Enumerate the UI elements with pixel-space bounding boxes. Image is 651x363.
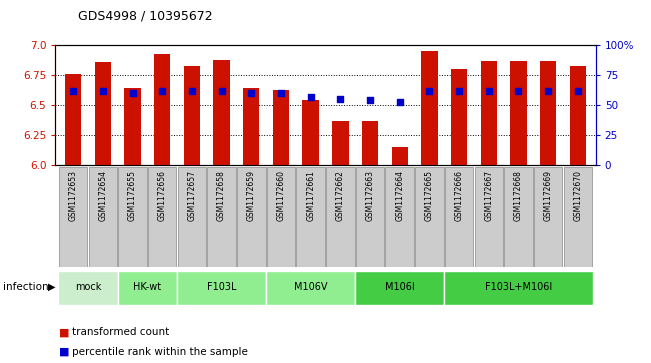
- Point: [128, 90, 138, 96]
- Point: [335, 96, 346, 102]
- Bar: [207, 167, 236, 267]
- Text: ▶: ▶: [48, 282, 55, 292]
- Text: transformed count: transformed count: [72, 327, 169, 337]
- Bar: [415, 167, 444, 267]
- Bar: [570, 66, 586, 165]
- Bar: [326, 167, 355, 267]
- Bar: [510, 61, 527, 165]
- Bar: [237, 167, 266, 267]
- Bar: [475, 167, 503, 267]
- Bar: [118, 167, 146, 267]
- Bar: [362, 121, 378, 165]
- Point: [454, 88, 464, 94]
- Text: GSM1172669: GSM1172669: [544, 170, 553, 221]
- Bar: [385, 167, 414, 267]
- Bar: [89, 167, 117, 267]
- Text: GSM1172660: GSM1172660: [277, 170, 286, 221]
- Bar: [184, 66, 200, 165]
- Bar: [303, 101, 319, 165]
- Text: GSM1172662: GSM1172662: [336, 170, 345, 221]
- Bar: [540, 61, 557, 165]
- Bar: [214, 60, 230, 165]
- Bar: [267, 167, 295, 267]
- Text: M106I: M106I: [385, 282, 415, 292]
- Point: [98, 88, 108, 94]
- Bar: [391, 147, 408, 165]
- Text: GSM1172656: GSM1172656: [158, 170, 167, 221]
- Bar: [356, 167, 384, 267]
- Bar: [178, 167, 206, 267]
- Text: GSM1172658: GSM1172658: [217, 170, 226, 221]
- Point: [276, 90, 286, 96]
- Text: GSM1172654: GSM1172654: [98, 170, 107, 221]
- Bar: [65, 74, 81, 165]
- Text: GSM1172653: GSM1172653: [68, 170, 77, 221]
- Point: [573, 88, 583, 94]
- Text: HK-wt: HK-wt: [133, 282, 161, 292]
- Bar: [505, 167, 533, 267]
- Text: percentile rank within the sample: percentile rank within the sample: [72, 347, 247, 357]
- Bar: [124, 89, 141, 165]
- Text: F103L+M106I: F103L+M106I: [485, 282, 552, 292]
- Point: [513, 88, 523, 94]
- Point: [305, 94, 316, 100]
- Bar: [148, 167, 176, 267]
- Bar: [154, 54, 171, 165]
- Bar: [564, 167, 592, 267]
- Text: GSM1172665: GSM1172665: [425, 170, 434, 221]
- Text: GSM1172659: GSM1172659: [247, 170, 256, 221]
- Text: F103L: F103L: [207, 282, 236, 292]
- Bar: [59, 167, 87, 267]
- Point: [216, 88, 227, 94]
- Text: GSM1172668: GSM1172668: [514, 170, 523, 221]
- Text: GSM1172655: GSM1172655: [128, 170, 137, 221]
- Bar: [243, 89, 260, 165]
- Point: [68, 88, 78, 94]
- Bar: [480, 61, 497, 165]
- Bar: [296, 167, 325, 267]
- Text: M106V: M106V: [294, 282, 327, 292]
- Point: [187, 88, 197, 94]
- Bar: [421, 51, 437, 165]
- Bar: [451, 69, 467, 165]
- Bar: [59, 270, 118, 305]
- Text: GSM1172664: GSM1172664: [395, 170, 404, 221]
- Point: [424, 88, 435, 94]
- Text: infection: infection: [3, 282, 49, 292]
- Text: ■: ■: [59, 327, 69, 337]
- Text: GDS4998 / 10395672: GDS4998 / 10395672: [78, 9, 213, 22]
- Point: [157, 88, 167, 94]
- Bar: [332, 121, 348, 165]
- Text: ■: ■: [59, 347, 69, 357]
- Bar: [444, 270, 592, 305]
- Point: [484, 88, 494, 94]
- Bar: [266, 270, 355, 305]
- Text: GSM1172666: GSM1172666: [454, 170, 464, 221]
- Bar: [355, 270, 444, 305]
- Text: GSM1172667: GSM1172667: [484, 170, 493, 221]
- Bar: [534, 167, 562, 267]
- Bar: [94, 62, 111, 165]
- Bar: [445, 167, 473, 267]
- Bar: [273, 90, 289, 165]
- Point: [246, 90, 256, 96]
- Point: [395, 99, 405, 105]
- Bar: [118, 270, 177, 305]
- Point: [365, 98, 375, 103]
- Text: GSM1172661: GSM1172661: [306, 170, 315, 221]
- Text: GSM1172670: GSM1172670: [574, 170, 583, 221]
- Point: [543, 88, 553, 94]
- Text: GSM1172657: GSM1172657: [187, 170, 197, 221]
- Text: mock: mock: [75, 282, 101, 292]
- Bar: [177, 270, 266, 305]
- Text: GSM1172663: GSM1172663: [365, 170, 374, 221]
